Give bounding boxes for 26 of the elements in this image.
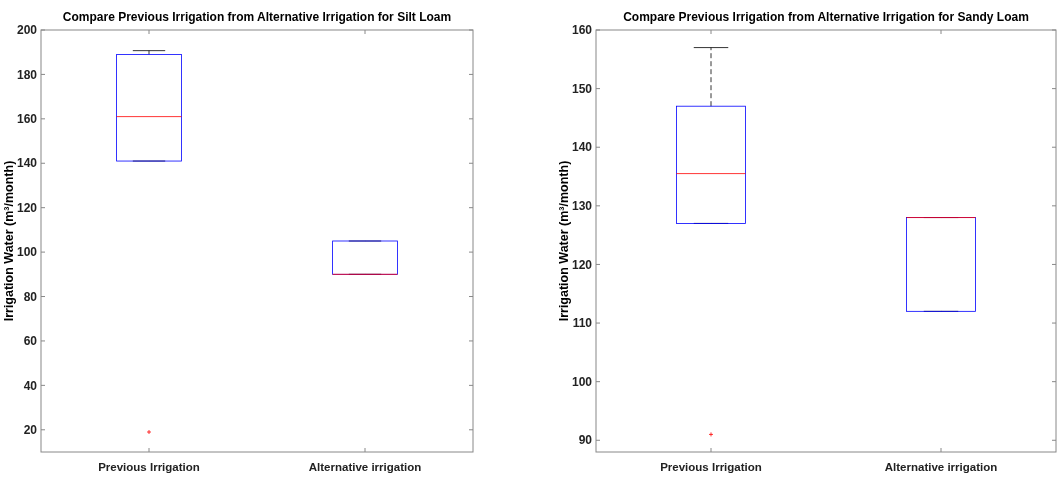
y-tick-label: 110 [572,316,593,331]
y-axis-title: Irrigation Water (m³/month) [2,160,16,322]
y-tick-label: 200 [16,23,38,38]
y-tick-label: 60 [23,334,38,349]
y-tick-label: 180 [16,67,38,82]
x-tick-label: Previous Irrigation [660,461,762,473]
y-tick-label: 140 [16,156,38,171]
y-tick-label: 80 [23,289,38,304]
y-tick-label: 90 [578,433,593,448]
y-tick-label: 120 [16,200,38,215]
x-tick-label: Alternative irrigation [308,461,422,473]
y-tick-label: 40 [23,378,38,393]
chart-title: Compare Previous Irrigation from Alternative Irrigation for Silt Loam [62,10,452,24]
y-tick-label: 150 [571,81,593,96]
y-tick-label: 130 [571,199,593,214]
y-axis-title: Irrigation Water (m³/month) [557,160,571,322]
chart-title: Compare Previous Irrigation from Alternative Irrigation for Sandy Loam [623,10,1029,24]
x-tick-label: Alternative irrigation [884,461,998,473]
y-tick-label: 100 [16,245,38,260]
y-tick-label: 160 [571,23,593,38]
y-tick-label: 160 [16,112,38,127]
y-tick-label: 20 [23,422,38,437]
y-tick-label: 120 [571,257,593,272]
y-tick-label: 140 [571,140,593,155]
x-tick-label: Previous Irrigation [98,461,200,473]
y-tick-label: 100 [571,374,593,389]
